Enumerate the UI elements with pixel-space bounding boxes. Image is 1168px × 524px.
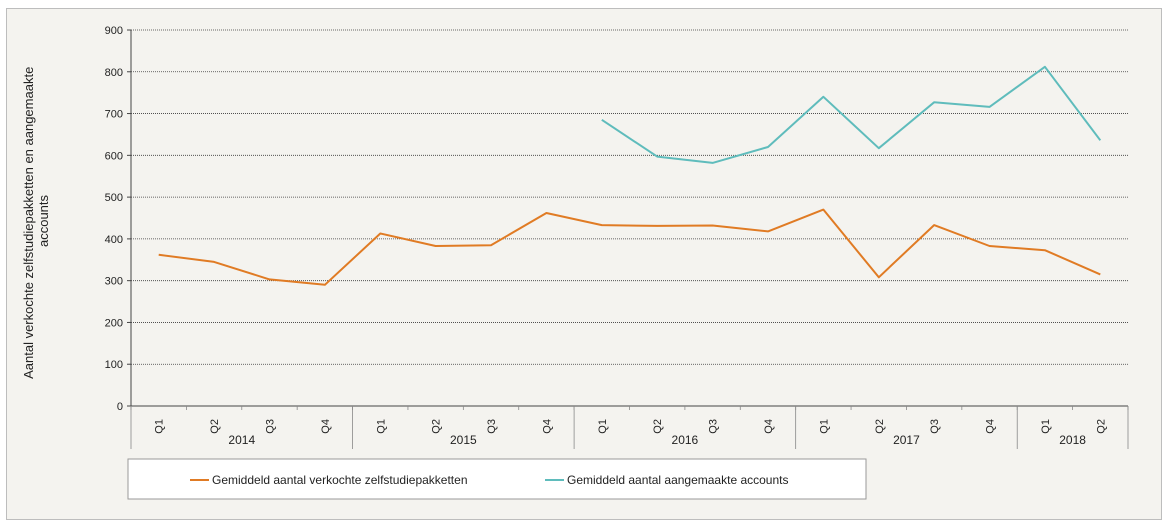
y-tick-label: 0 (117, 401, 123, 413)
x-tick-label: Q3 (929, 419, 941, 434)
y-tick-label: 100 (105, 359, 123, 371)
x-tick-label: Q2 (431, 419, 443, 434)
y-axis-title-line-2: accounts (36, 194, 51, 247)
series-line-1 (158, 208, 1101, 286)
x-tick-label: Q1 (818, 419, 830, 434)
x-tick-label: Q3 (486, 419, 498, 434)
y-axis-title: Aantal verkochte zelfstudiepakketten en … (21, 63, 51, 379)
x-tick-label: Q4 (763, 419, 775, 434)
x-year-label: 2014 (228, 433, 255, 447)
legend: Gemiddeld aantal verkochte zelfstudiepak… (127, 458, 867, 500)
x-year-label: 2018 (1059, 433, 1086, 447)
y-tick-label: 700 (105, 109, 123, 121)
x-tick-label: Q4 (320, 419, 332, 434)
y-tick-label: 900 (105, 25, 123, 37)
x-tick-label: Q2 (874, 419, 886, 434)
legend-label-series-2: Gemiddeld aantal aangemaakte accounts (567, 473, 788, 487)
x-tick-label: Q1 (1040, 419, 1052, 434)
x-tick-label: Q2 (652, 419, 664, 434)
series-line-2 (601, 65, 1102, 164)
x-year-label: 2016 (672, 433, 699, 447)
x-tick-label: Q4 (541, 419, 553, 434)
x-tick-label: Q3 (264, 419, 276, 434)
x-year-label: 2017 (893, 433, 920, 447)
legend-box (127, 458, 867, 500)
x-tick-label: Q1 (154, 419, 166, 434)
x-year-label: 2015 (450, 433, 477, 447)
x-tick-label: Q1 (597, 419, 609, 434)
series-lines (158, 65, 1102, 286)
y-tick-label: 600 (105, 150, 123, 162)
grid-lines (130, 29, 1128, 407)
x-tick-label: Q4 (985, 419, 997, 434)
x-tick-label: Q1 (375, 419, 387, 434)
y-tick-label: 800 (105, 67, 123, 79)
x-tick-label: Q2 (1095, 419, 1107, 434)
y-axis-ticks: 0 100 200 300 400 500 600 700 800 900 (105, 25, 131, 413)
legend-label-series-1: Gemiddeld aantal verkochte zelfstudiepak… (212, 473, 468, 487)
x-axis: Q1 Q2 Q3 Q4 Q1 Q2 Q3 Q4 Q1 Q2 Q3 Q4 Q1 Q2 Q3 Q4 Q1 Q2 2014… (130, 406, 1129, 449)
x-tick-label: Q3 (708, 419, 720, 434)
y-tick-label: 500 (105, 192, 123, 204)
y-tick-label: 200 (105, 317, 123, 329)
x-tick-label: Q2 (209, 419, 221, 434)
y-axis-title-line-1: Aantal verkochte zelfstudiepakketten en … (21, 67, 36, 379)
chart-frame: 0 100 200 300 400 500 600 700 800 900 Q1 Q2 Q3 Q4 Q1 Q… (6, 8, 1162, 520)
y-tick-label: 300 (105, 276, 123, 288)
y-tick-label: 400 (105, 234, 123, 246)
